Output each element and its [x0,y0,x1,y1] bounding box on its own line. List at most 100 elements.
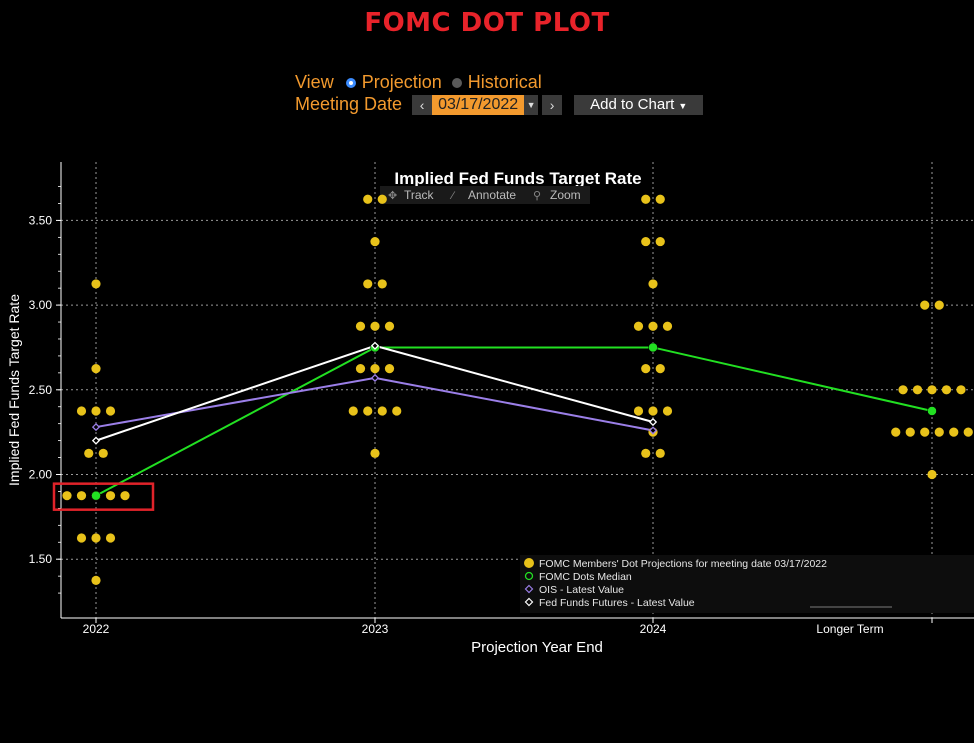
y-tick-label: 3.50 [29,213,53,227]
projection-dot [941,385,952,395]
meeting-date-row: Meeting Date ‹ 03/17/2022 ▼ › Add to Cha… [295,94,704,115]
dot-projections [62,194,973,585]
y-tick-label: 1.50 [29,552,53,566]
projection-dot [91,279,101,289]
projection-dot [62,491,72,501]
historical-option[interactable]: Historical [467,72,542,92]
projection-dot [84,448,94,458]
meeting-date-label: Meeting Date [295,94,403,114]
projection-dot [377,279,387,289]
projection-dot [662,406,673,416]
chart-title: Implied Fed Funds Target Rate [394,169,641,188]
series-lines [95,344,933,497]
futures-marker [370,341,380,350]
projection-dot [76,406,87,416]
projection-dot [927,385,937,395]
futures-marker [91,436,101,445]
zoom-icon[interactable]: ⚲ [533,190,541,202]
add-to-chart-label: Add to Chart [590,95,675,113]
y-ticks: 1.50 2.00 2.50 3.00 3.50 [29,186,61,594]
chart-toolbar: ✥ Track ∕ Annotate ⚲ Zoom [380,186,590,204]
projection-dot [641,364,651,374]
futures-marker [648,417,658,427]
projection-dot [934,300,944,310]
prev-date-button[interactable]: ‹ [412,94,433,115]
projection-dot [363,194,373,204]
legend-dot-icon [524,558,534,568]
projection-dot [641,448,651,458]
projection-dot [905,427,915,437]
projection-dot [91,575,101,585]
projection-dot [91,364,101,374]
projection-dot [934,427,944,437]
x-ticks: 2022 2023 2024 Longer Term [83,618,933,636]
track-icon[interactable]: ✥ [388,190,397,202]
projection-dot [355,364,366,374]
x-tick-label: Longer Term [816,622,883,636]
projection-dot [920,300,930,310]
projection-dot [76,491,87,501]
projection-dot [949,427,959,437]
projection-dot [655,364,665,374]
projection-dot [655,194,665,204]
projection-dot [384,364,395,374]
x-tick-label: 2022 [83,622,110,636]
meeting-date-field[interactable]: 03/17/2022 [432,94,525,115]
projection-dot [76,533,87,543]
projection-dot [355,321,366,331]
projection-dot [655,236,665,247]
next-date-button[interactable]: › [542,94,563,115]
y-tick-label: 2.00 [29,468,53,482]
zoom-button[interactable]: Zoom [550,188,581,202]
projection-dot [120,491,130,501]
projection-dot [363,279,373,289]
projection-dot [91,533,101,543]
projection-dot [91,406,101,416]
median-marker [91,490,101,501]
annotate-icon[interactable]: ∕ [449,190,456,202]
projection-dot [377,194,387,204]
projection-dot [648,279,658,289]
projection-dot [370,236,380,247]
projection-dot [662,321,673,331]
projection-dot [633,406,644,416]
annotate-button[interactable]: Annotate [468,188,516,202]
projection-dot [98,448,108,458]
projection-option[interactable]: Projection [361,72,442,92]
projection-dot [370,448,380,458]
projection-dot [648,321,658,331]
track-button[interactable]: Track [404,188,435,202]
legend-label: FOMC Members' Dot Projections for meetin… [539,558,827,570]
legend-median-icon [524,571,534,581]
date-dropdown-icon[interactable]: ▼ [524,94,539,115]
add-to-chart-button[interactable]: Add to Chart ▼ [574,94,704,115]
projection-dot [384,321,395,331]
projection-dot [370,321,380,331]
median-marker [648,342,658,353]
projection-dot [641,236,651,247]
historical-radio-icon[interactable] [451,77,462,88]
chevron-down-icon: ▼ [678,100,688,111]
projection-dot [891,427,901,437]
projection-dot [363,406,373,416]
projection-radio-icon[interactable] [345,77,356,88]
median-marker [927,406,937,416]
legend-label: Fed Funds Futures - Latest Value [539,597,695,609]
projection-dot [633,321,644,331]
projection-dot [348,406,358,416]
y-tick-label: 2.50 [29,383,53,397]
x-axis-label: Projection Year End [471,639,603,656]
projection-dot [648,406,658,416]
projection-dot [898,385,908,395]
ois-marker [370,373,380,383]
legend: FOMC Members' Dot Projections for meetin… [520,555,974,613]
highlight-box [52,482,155,511]
y-axis-label: Implied Fed Funds Target Rate [6,294,22,486]
page-title: FOMC DOT PLOT [364,8,610,38]
projection-dot [912,385,923,395]
projection-dot [655,448,665,458]
x-tick-label: 2023 [362,622,389,636]
ois-marker [91,422,101,432]
projection-dot [105,533,116,543]
